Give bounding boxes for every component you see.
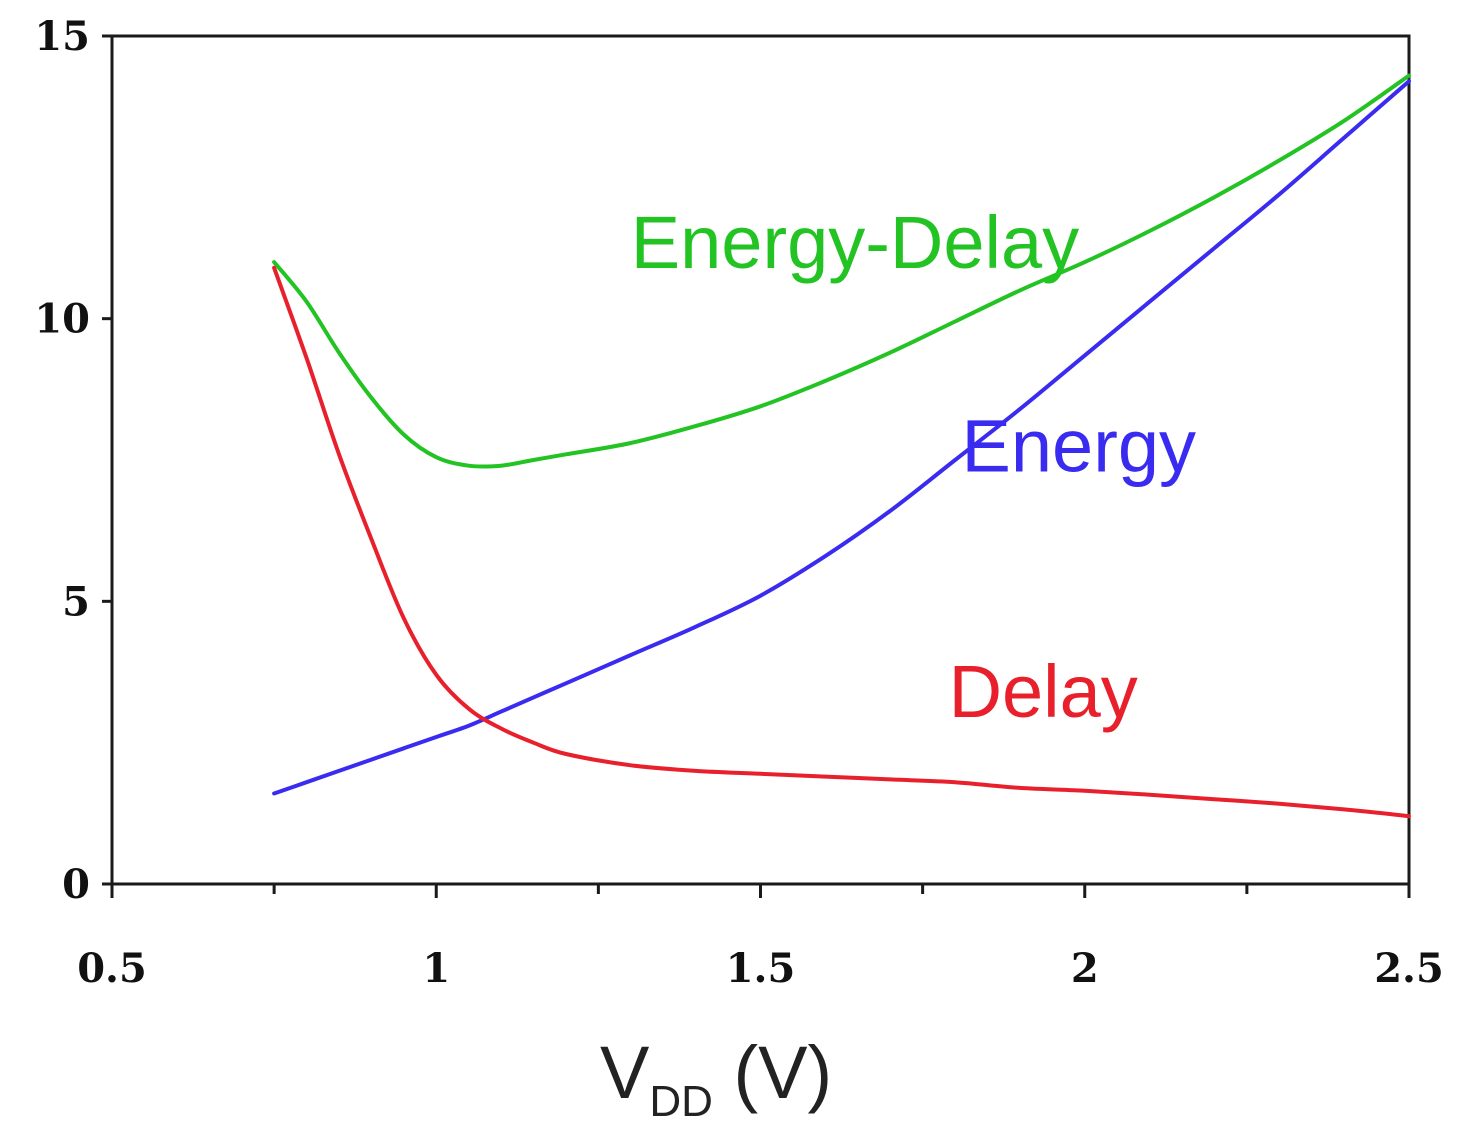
plot-frame: [110, 34, 1411, 886]
y-tick-label: 5: [62, 578, 90, 625]
series-line-energy-delay: [272, 73, 1411, 469]
series-line-energy: [272, 79, 1411, 796]
series-label-energy-delay: Energy-Delay: [631, 201, 1079, 284]
x-axis-title: VDD (V): [600, 1031, 832, 1126]
x-axis-title-unit: (V): [713, 1031, 832, 1114]
x-axis-title-subscript: DD: [649, 1077, 713, 1126]
x-tick-label: 1: [422, 945, 450, 992]
x-axis-ticks: 0.5 1 1.5 2 2.5: [77, 884, 1444, 992]
y-axis-ticks: 0 5 10 15: [34, 13, 112, 908]
series-annotations: Energy-Delay Energy Delay: [631, 201, 1196, 733]
y-tick-label: 15: [34, 13, 90, 60]
y-tick-label: 10: [34, 296, 90, 343]
series-line-delay: [272, 265, 1411, 819]
x-tick-label: 1.5: [726, 945, 796, 992]
y-tick-label: 0: [62, 861, 90, 908]
x-axis-title-main: V: [600, 1031, 650, 1114]
series-lines: [272, 73, 1411, 819]
x-tick-label: 2: [1071, 945, 1099, 992]
x-tick-label: 0.5: [77, 945, 147, 992]
series-label-delay: Delay: [949, 650, 1138, 733]
series-label-energy: Energy: [962, 404, 1196, 487]
x-tick-label: 2.5: [1374, 945, 1444, 992]
